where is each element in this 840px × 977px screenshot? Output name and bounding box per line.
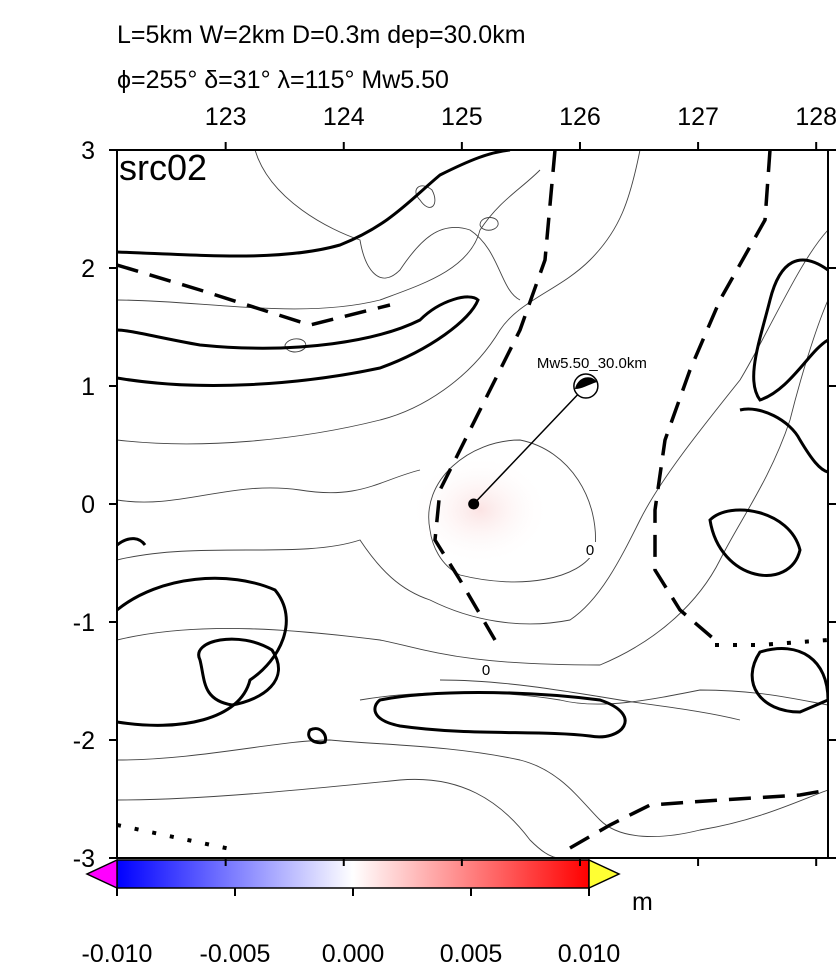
contour xyxy=(117,739,828,837)
dotted-contour xyxy=(715,638,828,647)
y-tick-label: -2 xyxy=(73,727,95,755)
y-tick-label: 0 xyxy=(81,491,95,519)
contour-label-bg xyxy=(584,542,596,558)
contour xyxy=(428,439,596,583)
colorbar-tick-label: 0.000 xyxy=(322,940,385,968)
x-tick-label: 124 xyxy=(323,103,365,131)
contour xyxy=(708,508,802,577)
rupture-line xyxy=(473,385,587,505)
x-tick-label: 125 xyxy=(441,103,483,131)
x-tick-label: 126 xyxy=(559,103,601,131)
contour xyxy=(117,576,288,727)
contour xyxy=(117,229,828,625)
slip-shade xyxy=(410,455,550,565)
title-line: L=5km W=2km D=0.3m dep=30.0km xyxy=(117,21,526,49)
contours xyxy=(117,150,828,858)
nodal-contour xyxy=(117,263,391,327)
contour xyxy=(439,679,741,721)
colorbar-low xyxy=(85,858,118,890)
contour-label: 0 xyxy=(482,662,490,679)
contour-label: 0 xyxy=(586,542,594,559)
colorbar-tick-label: -0.010 xyxy=(82,940,153,968)
contour-label-bg xyxy=(480,662,492,678)
y-tick-label: 3 xyxy=(81,137,95,165)
contour xyxy=(117,150,641,445)
colorbar-high xyxy=(588,858,621,890)
beachball-fill xyxy=(574,377,597,389)
source-point xyxy=(468,498,480,510)
contour xyxy=(254,150,521,301)
y-tick-label: 1 xyxy=(81,373,95,401)
panel-label: src02 xyxy=(119,147,207,188)
y-tick-label: 2 xyxy=(81,255,95,283)
contour xyxy=(117,537,147,547)
epicenter-label: Mw5.50_30.0km xyxy=(537,355,647,372)
x-tick-label: 128 xyxy=(795,103,837,131)
nodal-contour xyxy=(433,150,557,641)
colorbar-tick-label: 0.010 xyxy=(558,940,621,968)
colorbar xyxy=(116,859,590,889)
contour xyxy=(117,778,561,858)
x-tick-label: 127 xyxy=(677,103,719,131)
colorbar-tick-label: -0.005 xyxy=(200,940,271,968)
contour xyxy=(750,647,828,714)
contour xyxy=(284,185,499,353)
contour xyxy=(117,299,828,666)
colorbar-tick-label: 0.005 xyxy=(440,940,503,968)
dotted-contour xyxy=(117,823,236,852)
y-tick-label: -1 xyxy=(73,609,95,637)
contour xyxy=(307,727,328,745)
contour xyxy=(117,150,511,258)
colorbar-unit: m xyxy=(632,888,653,916)
contour xyxy=(117,295,480,387)
contour xyxy=(373,691,627,739)
contour xyxy=(117,169,541,310)
contour xyxy=(739,407,828,474)
contour xyxy=(117,469,421,503)
x-tick-label: 123 xyxy=(205,103,247,131)
nodal-contour xyxy=(653,150,772,642)
contour xyxy=(752,258,828,402)
y-tick-label: -3 xyxy=(73,845,95,873)
title-line: ϕ=255° δ=31° λ=115° Mw5.50 xyxy=(117,66,449,94)
nodal-contour xyxy=(569,788,828,850)
contour xyxy=(197,637,280,707)
